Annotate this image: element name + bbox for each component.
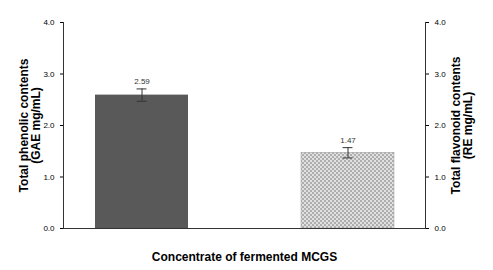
svg-text:0.0: 0.0 <box>435 224 447 233</box>
svg-text:Total flavonoid contents(RE mg: Total flavonoid contents(RE mg/mL) <box>449 56 475 194</box>
svg-text:3.0: 3.0 <box>435 70 447 79</box>
svg-text:0.0: 0.0 <box>43 224 55 233</box>
svg-text:1.0: 1.0 <box>43 173 55 182</box>
svg-text:Concentrate of fermented MCGS: Concentrate of fermented MCGS <box>152 250 337 264</box>
svg-text:4.0: 4.0 <box>43 18 55 27</box>
svg-text:2.0: 2.0 <box>43 121 55 130</box>
svg-text:2.0: 2.0 <box>435 121 447 130</box>
svg-text:Total phenolic contents(GAE mg: Total phenolic contents(GAE mg/mL) <box>17 58 43 192</box>
svg-text:1.47: 1.47 <box>340 136 356 145</box>
svg-text:1.0: 1.0 <box>435 173 447 182</box>
svg-text:4.0: 4.0 <box>435 18 447 27</box>
svg-text:2.59: 2.59 <box>134 77 150 86</box>
svg-text:3.0: 3.0 <box>43 70 55 79</box>
